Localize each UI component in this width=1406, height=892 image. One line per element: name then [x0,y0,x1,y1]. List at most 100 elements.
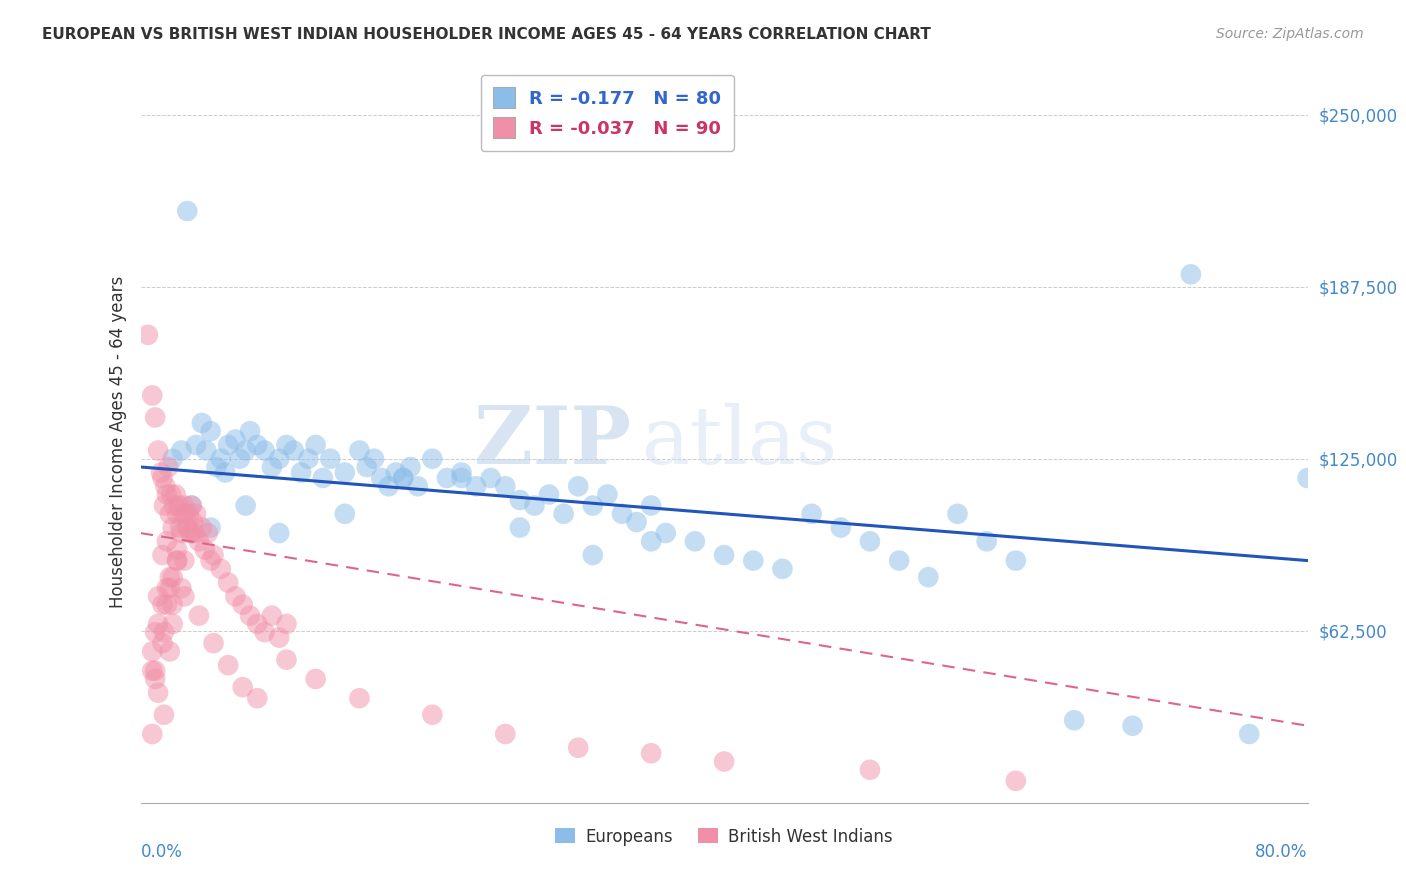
Point [150,466,173,480]
Point [156,487,179,501]
Point [200,520,222,534]
Point [312,471,335,485]
Text: atlas: atlas [643,402,838,481]
Point [195,443,218,458]
Point [146,590,169,604]
Point [465,479,488,493]
Point [197,526,219,541]
Point [159,570,181,584]
Point [582,499,605,513]
Point [173,590,195,604]
Point [349,691,371,706]
Point [188,608,211,623]
Point [174,507,197,521]
Point [183,526,205,541]
Point [399,460,422,475]
Point [385,466,408,480]
Point [450,466,472,480]
Point [640,534,662,549]
Text: 80.0%: 80.0% [1256,843,1308,861]
Point [155,479,177,493]
Point [229,451,252,466]
Point [246,616,269,631]
Point [640,499,662,513]
Point [141,388,163,402]
Point [1005,553,1028,567]
Point [153,625,176,640]
Point [363,451,385,466]
Point [153,499,176,513]
Point [596,487,619,501]
Point [889,553,911,567]
Point [162,598,184,612]
Point [392,471,415,485]
Point [173,553,195,567]
Point [177,507,200,521]
Point [181,515,204,529]
Point [640,746,662,760]
Point [422,707,444,722]
Point [1239,727,1261,741]
Point [214,466,236,480]
Point [169,520,191,534]
Point [1005,773,1028,788]
Point [162,570,184,584]
Point [202,548,225,562]
Point [166,553,188,567]
Point [626,515,648,529]
Point [377,479,399,493]
Point [224,590,246,604]
Point [742,553,765,567]
Point [159,507,181,521]
Point [305,438,328,452]
Point [209,562,232,576]
Point [246,691,269,706]
Point [157,460,180,475]
Point [217,575,239,590]
Point [146,686,169,700]
Text: ZIP: ZIP [474,402,631,481]
Point [156,598,179,612]
Point [176,520,198,534]
Point [1063,713,1085,727]
Point [159,644,181,658]
Point [567,740,589,755]
Text: EUROPEAN VS BRITISH WEST INDIAN HOUSEHOLDER INCOME AGES 45 - 64 YEARS CORRELATIO: EUROPEAN VS BRITISH WEST INDIAN HOUSEHOL… [42,27,931,42]
Point [162,616,184,631]
Point [553,507,575,521]
Point [370,471,392,485]
Point [305,672,328,686]
Point [1180,268,1202,282]
Point [205,460,228,475]
Point [713,755,735,769]
Point [209,451,232,466]
Point [180,526,202,541]
Point [141,664,163,678]
Point [1122,719,1144,733]
Point [392,471,415,485]
Point [830,520,852,534]
Point [152,548,174,562]
Point [136,327,159,342]
Point [260,460,283,475]
Y-axis label: Householder Income Ages 45 - 64 years: Householder Income Ages 45 - 64 years [108,276,127,607]
Point [1296,471,1319,485]
Point [538,487,561,501]
Point [200,424,222,438]
Point [333,466,356,480]
Point [152,471,174,485]
Point [356,460,378,475]
Point [946,507,969,521]
Point [232,680,254,694]
Point [167,499,190,513]
Point [143,625,166,640]
Point [349,443,371,458]
Point [152,636,174,650]
Point [276,616,298,631]
Point [163,499,186,513]
Point [523,499,546,513]
Point [141,644,163,658]
Point [202,636,225,650]
Point [283,443,305,458]
Point [170,443,193,458]
